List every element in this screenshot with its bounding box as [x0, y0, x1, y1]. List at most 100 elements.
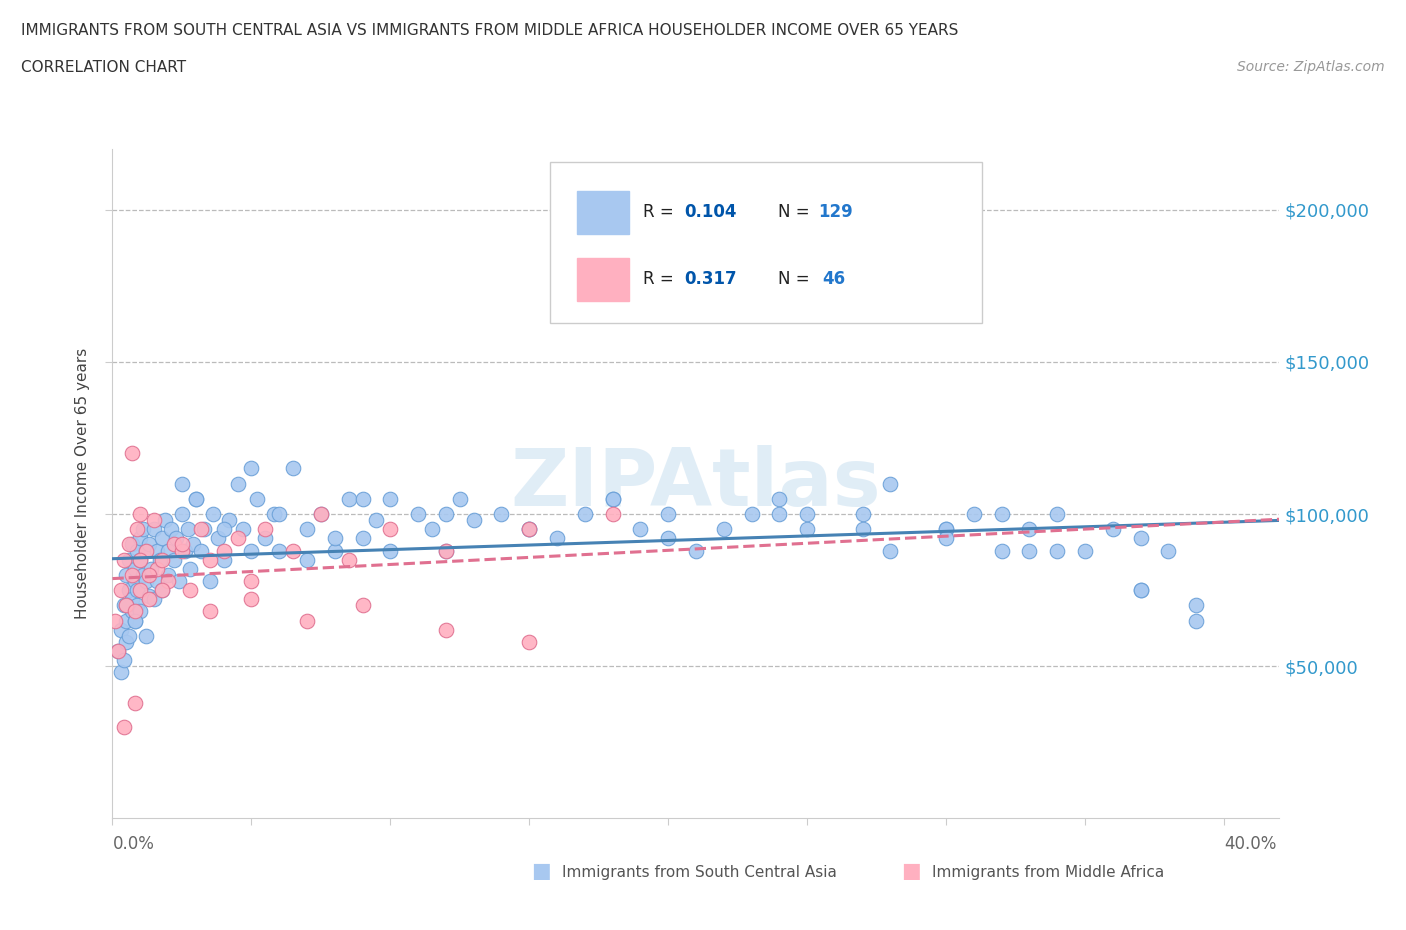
Point: [1129, 583, 1152, 598]
Point: [170, 476, 193, 491]
Point: [240, 461, 263, 476]
Point: [190, 522, 212, 537]
Point: [124, 604, 146, 618]
Point: [1018, 543, 1040, 558]
Point: [240, 574, 263, 589]
Point: [127, 583, 149, 598]
Point: [132, 522, 155, 537]
Point: [173, 543, 195, 558]
Point: [149, 552, 172, 567]
Point: [602, 491, 624, 506]
Point: [1185, 598, 1208, 613]
Point: [741, 507, 763, 522]
Point: [657, 507, 679, 522]
Point: [990, 507, 1012, 522]
Text: N =: N =: [778, 204, 814, 221]
Text: R =: R =: [644, 271, 679, 288]
Point: [463, 512, 485, 527]
Point: [115, 567, 138, 582]
Point: [121, 537, 143, 551]
Point: [232, 522, 254, 537]
Text: ZIPAtlas: ZIPAtlas: [510, 445, 882, 523]
Point: [352, 531, 374, 546]
Point: [170, 507, 193, 522]
Point: [963, 507, 986, 522]
Point: [406, 507, 429, 522]
Point: [121, 445, 143, 460]
Point: [657, 531, 679, 546]
Text: CORRELATION CHART: CORRELATION CHART: [21, 60, 186, 75]
Point: [352, 491, 374, 506]
Point: [170, 537, 193, 551]
Point: [129, 583, 152, 598]
Point: [155, 512, 177, 527]
Point: [115, 634, 138, 649]
Text: N =: N =: [778, 271, 814, 288]
Point: [124, 613, 146, 628]
Point: [517, 522, 540, 537]
Point: [201, 507, 224, 522]
Point: [517, 634, 540, 649]
Point: [309, 507, 332, 522]
Text: Source: ZipAtlas.com: Source: ZipAtlas.com: [1237, 60, 1385, 74]
Point: [366, 512, 388, 527]
Point: [602, 507, 624, 522]
Point: [990, 543, 1012, 558]
Point: [121, 591, 143, 606]
Point: [1101, 522, 1123, 537]
Point: [121, 604, 143, 618]
Point: [226, 531, 249, 546]
Point: [254, 531, 277, 546]
Point: [380, 491, 402, 506]
Point: [1018, 522, 1040, 537]
Text: IMMIGRANTS FROM SOUTH CENTRAL ASIA VS IMMIGRANTS FROM MIDDLE AFRICA HOUSEHOLDER : IMMIGRANTS FROM SOUTH CENTRAL ASIA VS IM…: [21, 23, 959, 38]
Text: 0.0%: 0.0%: [112, 835, 155, 853]
Point: [152, 583, 174, 598]
Point: [110, 583, 132, 598]
Point: [184, 491, 207, 506]
Point: [107, 644, 129, 658]
Point: [127, 543, 149, 558]
Point: [143, 512, 166, 527]
Point: [323, 543, 346, 558]
Point: [212, 522, 235, 537]
Point: [162, 537, 184, 551]
Point: [181, 537, 204, 551]
Point: [269, 507, 291, 522]
Point: [179, 583, 201, 598]
Point: [162, 552, 184, 567]
Point: [269, 543, 291, 558]
Point: [152, 531, 174, 546]
Point: [184, 491, 207, 506]
Point: [135, 543, 157, 558]
Point: [713, 522, 735, 537]
Point: [879, 543, 901, 558]
Point: [118, 583, 141, 598]
Point: [546, 531, 568, 546]
Point: [107, 644, 129, 658]
Point: [240, 591, 263, 606]
Point: [1074, 543, 1097, 558]
Point: [352, 598, 374, 613]
Point: [165, 531, 187, 546]
Point: [226, 476, 249, 491]
Point: [115, 598, 138, 613]
Point: [323, 531, 346, 546]
Point: [146, 562, 169, 577]
Point: [602, 491, 624, 506]
Point: [768, 491, 790, 506]
Text: 0.317: 0.317: [685, 271, 737, 288]
Point: [127, 598, 149, 613]
Point: [135, 629, 157, 644]
Point: [207, 531, 229, 546]
Point: [852, 522, 875, 537]
Point: [167, 574, 190, 589]
Point: [170, 543, 193, 558]
Point: [110, 665, 132, 680]
Point: [380, 543, 402, 558]
Point: [127, 522, 149, 537]
Point: [104, 613, 127, 628]
Point: [176, 522, 198, 537]
Y-axis label: Householder Income Over 65 years: Householder Income Over 65 years: [75, 348, 90, 619]
Point: [179, 562, 201, 577]
